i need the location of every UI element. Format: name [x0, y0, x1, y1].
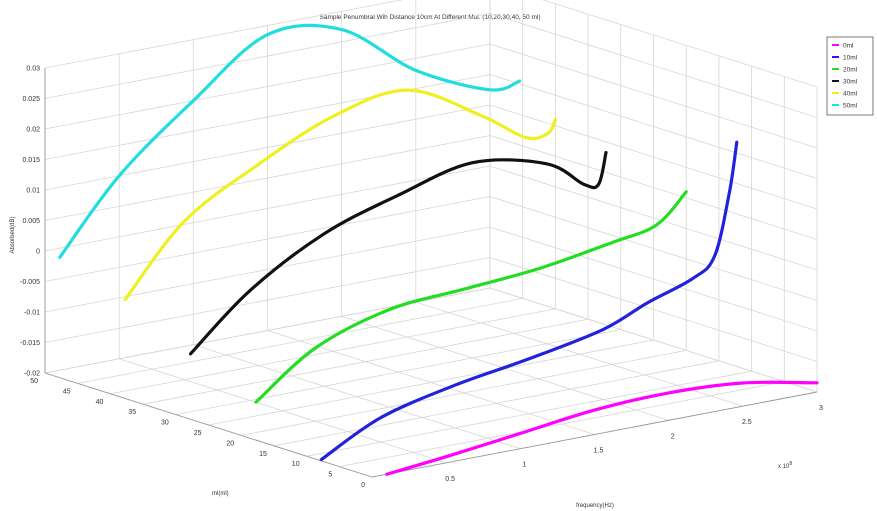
z-tick-label: -0.02	[24, 371, 40, 378]
z-tick-label: 0	[36, 249, 40, 256]
side-wall-gridline	[489, 74, 818, 179]
floor-gridline	[339, 381, 785, 467]
series-line-0	[385, 380, 819, 476]
series-line-2	[254, 190, 688, 404]
back-wall-gridline	[44, 135, 491, 221]
x-axis-label: frequency(Hz)	[576, 503, 614, 509]
x-tick-label: 2	[671, 433, 675, 440]
axes-panes	[44, 0, 818, 478]
series-line-3	[189, 150, 608, 356]
back-wall-gridline	[44, 196, 491, 282]
y-tick-label: 10	[292, 461, 300, 468]
z-axis-label: Absorbed(dB)	[10, 216, 16, 253]
floor-gridline	[306, 370, 752, 457]
floor-gridline	[208, 339, 654, 426]
z-tick-label: -0.01	[24, 310, 40, 317]
back-wall-gridline	[44, 13, 491, 99]
z-tick-label: 0.025	[22, 96, 40, 103]
legend-entry: 10ml	[843, 54, 858, 61]
floor-gridline	[77, 298, 523, 384]
back-wall-gridline	[44, 165, 491, 252]
y-tick-label: 40	[96, 399, 104, 406]
x-tick-label: 1.5	[594, 448, 604, 455]
x-tick-label: 3	[819, 405, 823, 412]
y-tick-label: 20	[226, 440, 234, 447]
y-tick-label: 25	[194, 430, 202, 437]
y-axis-label: ml(ml)	[212, 491, 229, 497]
side-wall-gridline	[489, 287, 818, 393]
x-axis-multiplier: x 108	[778, 461, 792, 470]
y-tick-label: 50	[30, 378, 38, 385]
back-wall-gridline	[44, 257, 491, 343]
floor-gridline	[175, 329, 621, 415]
legend-entry: 0ml	[843, 42, 854, 49]
x-tick-label: 0.5	[445, 476, 455, 483]
floor-gridline	[143, 318, 589, 405]
z-tick-label: 0.005	[22, 218, 40, 225]
side-wall-gridline	[489, 135, 818, 240]
y-tick-label: 30	[161, 420, 169, 427]
z-tick-label: 0.03	[26, 66, 40, 73]
legend-box	[826, 36, 874, 116]
z-tick-label: -0.005	[20, 279, 40, 286]
y-tick-label: 15	[259, 451, 267, 458]
back-wall-gridline	[44, 226, 491, 313]
side-wall-gridline	[489, 43, 818, 149]
side-wall-gridline	[489, 104, 818, 210]
side-wall-gridline	[489, 196, 818, 301]
x-tick-label: 1	[522, 462, 526, 469]
y-tick-label: 45	[63, 388, 71, 395]
legend-entry: 50ml	[843, 102, 858, 109]
legend: 0ml 10ml 20ml 30ml 40ml 50ml	[826, 36, 874, 116]
back-wall-gridline	[44, 0, 404, 69]
floor-gridline	[241, 350, 687, 436]
series-line-4	[123, 88, 557, 302]
side-wall-gridline	[489, 165, 818, 271]
side-wall-gridline	[489, 13, 818, 118]
floor-gridline	[273, 360, 719, 447]
z-tick-label: 0.02	[26, 127, 40, 134]
y-tick-label: 5	[328, 472, 332, 479]
chart-title: Sample Penumbral Wih Distance 10cm At Di…	[320, 14, 541, 21]
legend-entry: 20ml	[843, 66, 858, 73]
x-tick-label: 2.5	[742, 419, 752, 426]
series-line-5	[58, 23, 522, 259]
back-wall-gridline	[44, 43, 491, 130]
y-axis-edge	[44, 372, 373, 478]
z-tick-label: 0.015	[22, 157, 40, 164]
z-tick-label: -0.015	[20, 340, 40, 347]
side-wall-gridline	[489, 257, 818, 362]
legend-entry: 40ml	[843, 90, 858, 97]
series-lines	[58, 23, 819, 476]
y-tick-label: 0	[361, 482, 365, 489]
floor-gridline	[110, 308, 556, 395]
tick-labels: 0.511.522.53051015202530354045500.030.02…	[20, 66, 823, 490]
z-tick-label: 0.01	[26, 188, 40, 195]
side-wall-gridline	[489, 226, 818, 332]
legend-entry: 30ml	[843, 78, 858, 85]
series-line-1	[319, 140, 739, 462]
side-wall-gridline	[542, 0, 818, 88]
back-wall-gridline	[44, 74, 491, 160]
y-tick-label: 35	[128, 409, 136, 416]
x-axis-edge	[371, 391, 818, 478]
